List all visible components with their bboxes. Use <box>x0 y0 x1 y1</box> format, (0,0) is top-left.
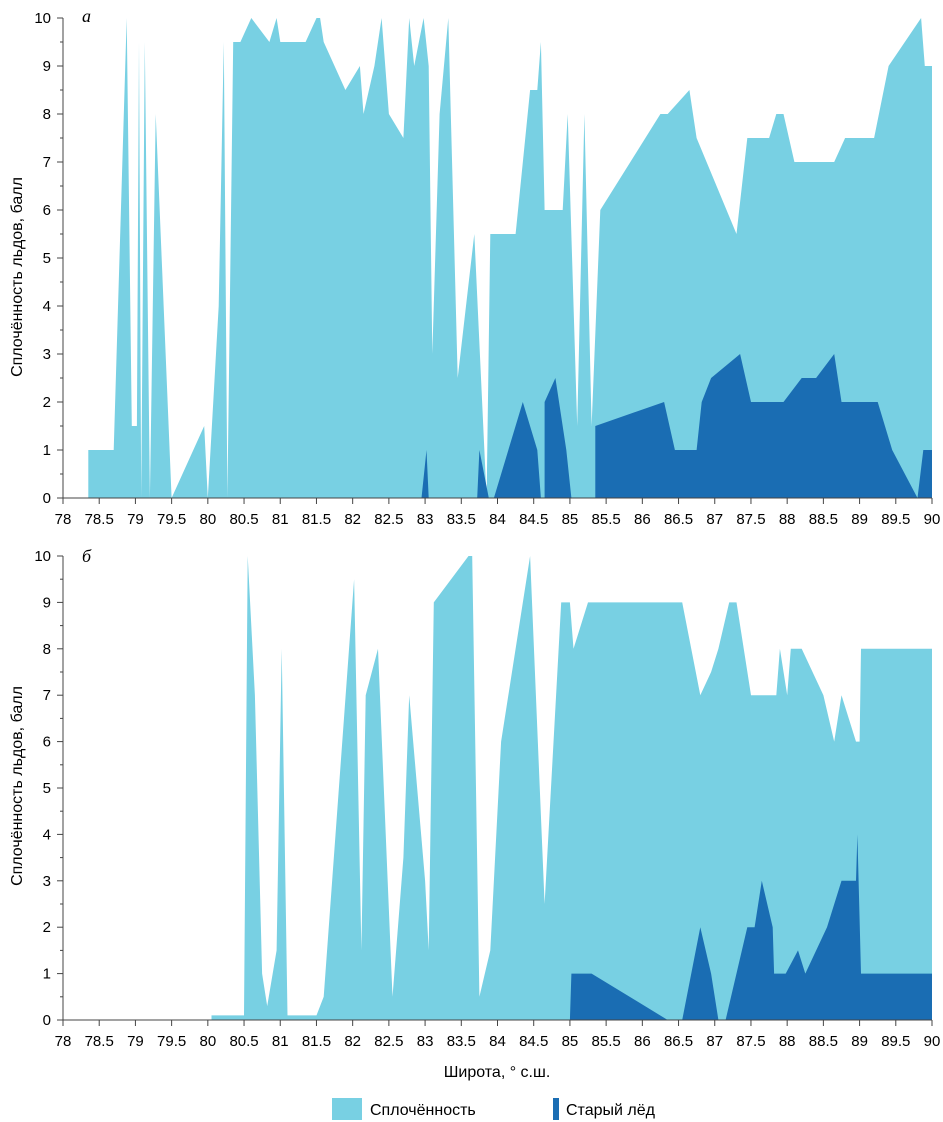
panel-b-x-tick-label: 89 <box>851 1033 868 1050</box>
panel-a-y-tick-label: 3 <box>43 346 51 363</box>
legend: Сплочённость Старый лёд <box>332 1098 656 1120</box>
panel-b-y-tick-label: 1 <box>43 966 51 983</box>
panel-a-x-tick-label: 80.5 <box>229 511 258 528</box>
panel-a-x-tick-label: 82 <box>344 511 361 528</box>
panel-b-x-tick-label: 89.5 <box>881 1033 910 1050</box>
panel-b-x-tick-label: 85 <box>562 1033 579 1050</box>
panel-a-x-tick-label: 85 <box>562 511 579 528</box>
panel-b-x-tick-label: 88.5 <box>809 1033 838 1050</box>
panel-b-series-concentration-area <box>211 556 932 1020</box>
panel-b-x-tick-label: 88 <box>779 1033 796 1050</box>
panel-b-x-tick-label: 78.5 <box>85 1033 114 1050</box>
panel-a-x-tick-label: 86 <box>634 511 651 528</box>
panel-a-x-tick-label: 84.5 <box>519 511 548 528</box>
panel-a-x-tick-label: 88.5 <box>809 511 838 528</box>
panel-a-x-tick-label: 79 <box>127 511 144 528</box>
panel-b-y-tick-label: 9 <box>43 594 51 611</box>
panel-b-x-tick-label: 86.5 <box>664 1033 693 1050</box>
panel-a-y-tick-label: 1 <box>43 442 51 459</box>
panel-a-x-tick-label: 87.5 <box>736 511 765 528</box>
panel-a-x-tick-label: 85.5 <box>592 511 621 528</box>
panel-a-y-tick-label: 10 <box>34 10 51 27</box>
panel-b-y-tick-label: 5 <box>43 780 51 797</box>
panel-b-y-tick-label: 4 <box>43 826 51 843</box>
panel-b-x-tick-label: 81.5 <box>302 1033 331 1050</box>
panel-b-x-tick-label: 82 <box>344 1033 361 1050</box>
panel-a-label: а <box>82 6 91 26</box>
legend-total-label: Сплочённость <box>370 1102 476 1119</box>
panel-b-x-tick-label: 86 <box>634 1033 651 1050</box>
panel-b-y-tick-label: 7 <box>43 687 51 704</box>
panel-b-areas <box>211 556 932 1020</box>
panel-a-x-tick-label: 88 <box>779 511 796 528</box>
panel-a-x-tick-label: 78 <box>55 511 72 528</box>
panel-a-x-tick-label: 83 <box>417 511 434 528</box>
panel-a-x-tick-label: 79.5 <box>157 511 186 528</box>
panel-a-series-old-ice-area <box>421 354 932 498</box>
panel-b-x-tick-label: 80.5 <box>229 1033 258 1050</box>
panel-b-x-tick-label: 82.5 <box>374 1033 403 1050</box>
panel-a-x-tick-label: 81.5 <box>302 511 331 528</box>
panel-a-x-tick-label: 78.5 <box>85 511 114 528</box>
panel-b-x-tick-label: 85.5 <box>592 1033 621 1050</box>
panel-a-x-tick-label: 82.5 <box>374 511 403 528</box>
legend-old-label: Старый лёд <box>566 1102 656 1119</box>
panel-b-x-tick-label: 80 <box>199 1033 216 1050</box>
panel-a-x-tick-label: 83.5 <box>447 511 476 528</box>
panel-a-areas <box>88 18 933 498</box>
panel-b-y-tick-label: 6 <box>43 734 51 751</box>
panel-a-y-tick-label: 9 <box>43 58 51 75</box>
panel-b-x-tick-label: 78 <box>55 1033 72 1050</box>
panel-a-y-tick-label: 8 <box>43 106 51 123</box>
panel-a-y-tick-label: 4 <box>43 298 51 315</box>
panel-b-x-tick-label: 84.5 <box>519 1033 548 1050</box>
panel-b-y-axis-title: Сплочённость льдов, балл <box>9 686 26 886</box>
panel-a-y-tick-label: 0 <box>43 490 51 507</box>
panel-b-y-tick-label: 2 <box>43 919 51 936</box>
panel-b-x-tick-label: 90 <box>924 1033 941 1050</box>
panel-b-y-tick-label: 10 <box>34 548 51 565</box>
panel-b-x-tick-label: 83.5 <box>447 1033 476 1050</box>
panel-a-x-tick-label: 87 <box>706 511 723 528</box>
x-axis-title: Широта, ° с.ш. <box>444 1064 551 1081</box>
panel-a-y-tick-label: 7 <box>43 154 51 171</box>
panel-a-x-tick-label: 84 <box>489 511 506 528</box>
panel-a-x-tick-label: 90 <box>924 511 941 528</box>
legend-total-swatch <box>332 1098 362 1120</box>
panel-a-x-tick-label: 89 <box>851 511 868 528</box>
panel-b-x-tick-label: 83 <box>417 1033 434 1050</box>
panel-b-series-old-ice-area <box>569 834 932 1020</box>
panel-b-label: б <box>82 546 92 566</box>
panel-b-x-tick-label: 87.5 <box>736 1033 765 1050</box>
panel-b-x-tick-label: 79 <box>127 1033 144 1050</box>
panel-b-x-tick-label: 87 <box>706 1033 723 1050</box>
panel-b-x-tick-label: 81 <box>272 1033 289 1050</box>
panel-a-y-axis-title: Сплочённость льдов, балл <box>9 177 26 377</box>
panel-a-x-tick-label: 86.5 <box>664 511 693 528</box>
panel-a-y-tick-label: 2 <box>43 394 51 411</box>
panel-a-x-tick-label: 80 <box>199 511 216 528</box>
panel-a-x-tick-label: 89.5 <box>881 511 910 528</box>
panel-a-y-tick-label: 6 <box>43 202 51 219</box>
legend-old-swatch <box>553 1098 559 1120</box>
panel-b-y-tick-label: 0 <box>43 1012 51 1029</box>
panel-b-y-tick-label: 8 <box>43 641 51 658</box>
panel-b-x-tick-label: 84 <box>489 1033 506 1050</box>
panel-b-y-tick-label: 3 <box>43 873 51 890</box>
panel-b-x-tick-label: 79.5 <box>157 1033 186 1050</box>
panel-a-x-tick-label: 81 <box>272 511 289 528</box>
panel-a-y-tick-label: 5 <box>43 250 51 267</box>
